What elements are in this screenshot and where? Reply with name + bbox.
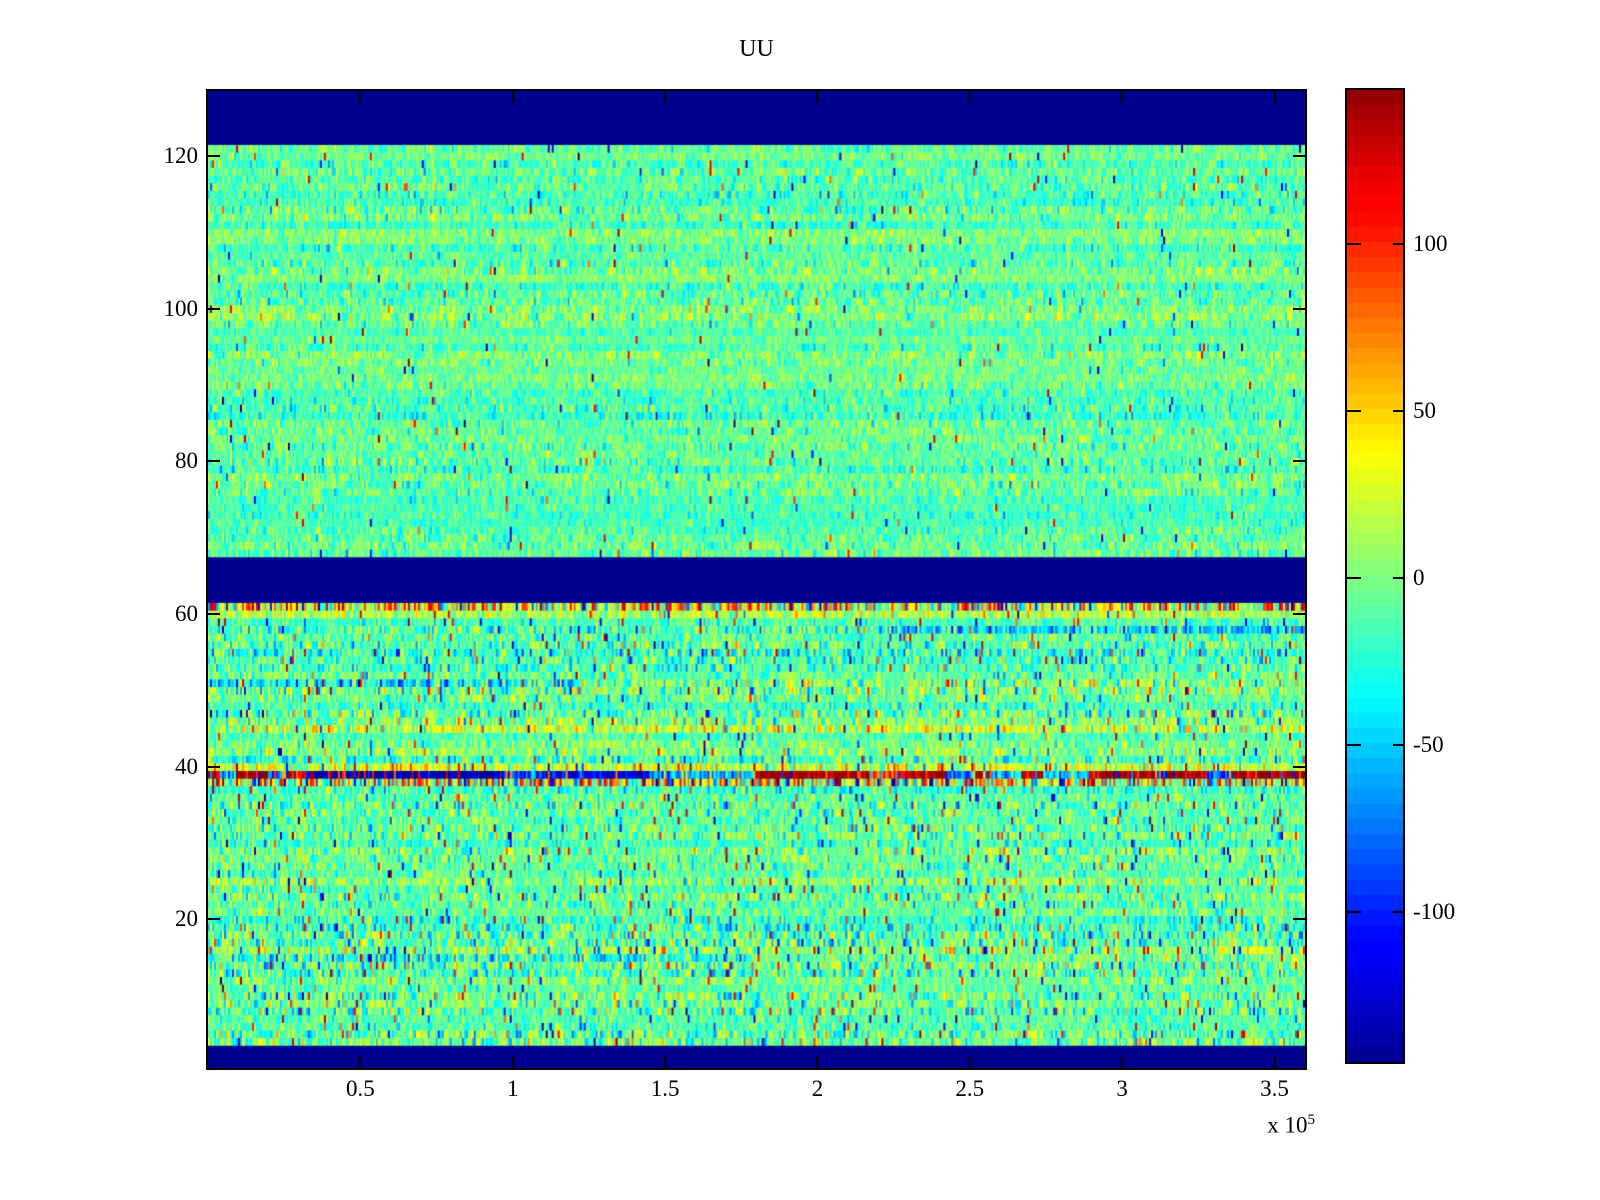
- y-tick-label: 80: [175, 448, 198, 474]
- tick-mark: [208, 308, 220, 310]
- tick-mark: [1293, 308, 1305, 310]
- colorbar-tick-label: 100: [1413, 231, 1448, 256]
- tick-mark: [1293, 613, 1305, 615]
- tick-mark: [664, 1056, 666, 1068]
- tick-mark: [1121, 91, 1123, 103]
- tick-mark: [512, 1056, 514, 1068]
- tick-mark: [208, 155, 220, 157]
- tick-mark: [816, 1056, 818, 1068]
- tick-mark: [208, 918, 220, 920]
- tick-mark: [816, 91, 818, 103]
- x-tick-label: 2.5: [955, 1076, 985, 1101]
- colorbar: [1345, 88, 1405, 1064]
- tick-mark: [208, 766, 220, 768]
- colorbar-tick-mark: [1393, 577, 1403, 579]
- colorbar-tick-mark: [1393, 744, 1403, 746]
- tick-mark: [969, 1056, 971, 1068]
- colorbar-tick-label: 50: [1413, 398, 1436, 423]
- tick-mark: [1293, 155, 1305, 157]
- heatmap-plot-area: [206, 89, 1307, 1070]
- tick-mark: [512, 91, 514, 103]
- x-tick-label: 1: [506, 1076, 519, 1101]
- x-tick-label: 3: [1116, 1076, 1128, 1101]
- tick-mark: [1274, 91, 1276, 103]
- tick-mark: [1293, 460, 1305, 462]
- tick-mark: [359, 91, 361, 103]
- heatmap-canvas: [208, 91, 1305, 1068]
- tick-mark: [208, 460, 220, 462]
- tick-mark: [1293, 918, 1305, 920]
- tick-mark: [208, 613, 220, 615]
- colorbar-tick-label: -50: [1413, 732, 1444, 757]
- colorbar-tick-mark: [1347, 577, 1361, 579]
- x-tick-label: 1.5: [650, 1076, 680, 1101]
- tick-mark: [359, 1056, 361, 1068]
- x-tick-label: 2: [811, 1076, 824, 1101]
- plot-title: UU: [739, 36, 774, 62]
- x-exponent-value: 5: [1307, 1112, 1316, 1128]
- x-tick-label: 0.5: [345, 1076, 375, 1101]
- colorbar-tick-mark: [1347, 744, 1361, 746]
- colorbar-tick-mark: [1347, 911, 1361, 913]
- y-tick-label: 120: [163, 142, 199, 168]
- y-tick-label: 40: [175, 753, 198, 779]
- colorbar-tick-mark: [1393, 243, 1403, 245]
- x-axis-exponent-label: x 105: [1215, 1112, 1315, 1139]
- y-tick-label: 100: [163, 295, 199, 321]
- tick-mark: [1293, 766, 1305, 768]
- colorbar-tick-label: -100: [1413, 899, 1456, 924]
- tick-mark: [1121, 1056, 1123, 1068]
- colorbar-tick-mark: [1347, 243, 1361, 245]
- x-exponent-prefix: x 10: [1267, 1112, 1308, 1138]
- tick-mark: [1274, 1056, 1276, 1068]
- colorbar-tick-mark: [1393, 410, 1403, 412]
- colorbar-tick-label: 0: [1413, 565, 1425, 590]
- colorbar-tick-mark: [1393, 911, 1403, 913]
- colorbar-canvas: [1347, 90, 1403, 1062]
- tick-mark: [664, 91, 666, 103]
- x-tick-label: 3.5: [1260, 1076, 1289, 1101]
- y-tick-label: 60: [175, 600, 198, 626]
- colorbar-tick-mark: [1347, 410, 1361, 412]
- tick-mark: [969, 91, 971, 103]
- y-tick-label: 20: [175, 906, 198, 932]
